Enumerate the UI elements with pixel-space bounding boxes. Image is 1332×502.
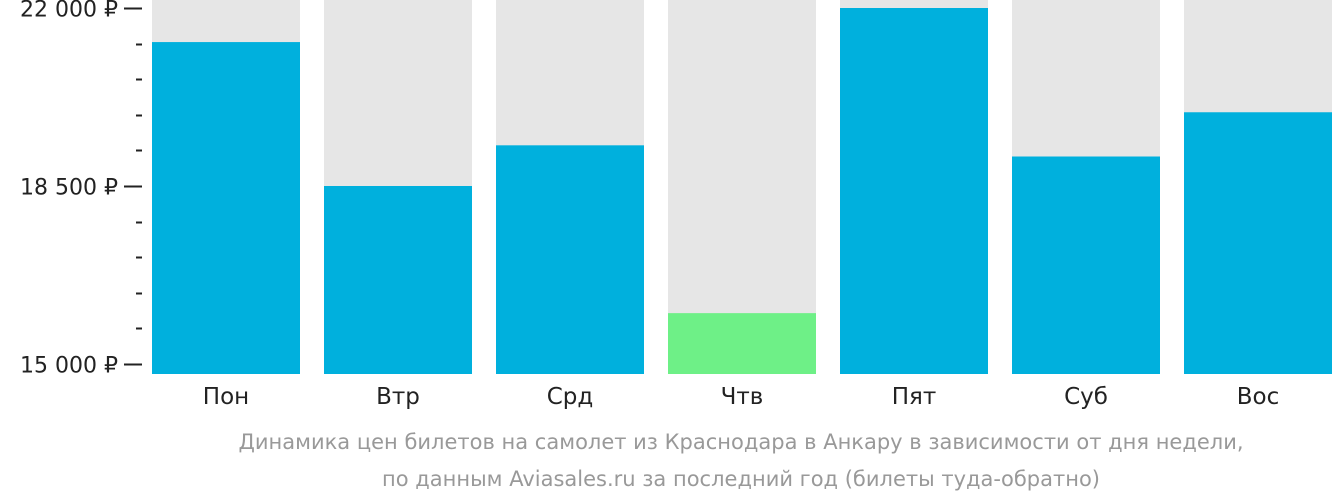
x-tick-label-day-1: Пон [203, 384, 249, 410]
bar-day-1[interactable] [152, 42, 300, 375]
x-tick-label-day-3: Срд [547, 384, 594, 410]
bar-day-3[interactable] [496, 145, 644, 374]
bar-day-5[interactable] [840, 8, 988, 374]
x-tick-label-day-7: Вос [1237, 384, 1280, 410]
bar-day-7[interactable] [1184, 112, 1332, 374]
chart-caption-line-2: по данным Aviasales.ru за последний год … [382, 467, 1100, 491]
bar-day-4[interactable] [668, 313, 816, 374]
x-tick-label-day-2: Втр [376, 384, 420, 410]
chart-caption-line-1: Динамика цен билетов на самолет из Красн… [238, 430, 1244, 454]
x-axis-labels: Пон Втр Срд Чтв Пят Суб Вос [203, 384, 1279, 410]
y-tick-label-3: 15 000 ₽ [20, 354, 118, 379]
x-tick-label-day-6: Суб [1064, 384, 1108, 410]
y-tick-label-1: 22 000 ₽ [20, 0, 118, 23]
background-column-day-4 [668, 0, 816, 374]
bars [152, 8, 1332, 375]
y-tick-label-2: 18 500 ₽ [20, 176, 118, 201]
y-axis: 22 000 ₽ 18 500 ₽ 15 000 ₽ [20, 0, 142, 379]
bar-day-2[interactable] [324, 186, 472, 374]
bar-day-6[interactable] [1012, 156, 1160, 374]
x-tick-label-day-4: Чтв [721, 384, 764, 410]
x-tick-label-day-5: Пят [892, 384, 937, 410]
